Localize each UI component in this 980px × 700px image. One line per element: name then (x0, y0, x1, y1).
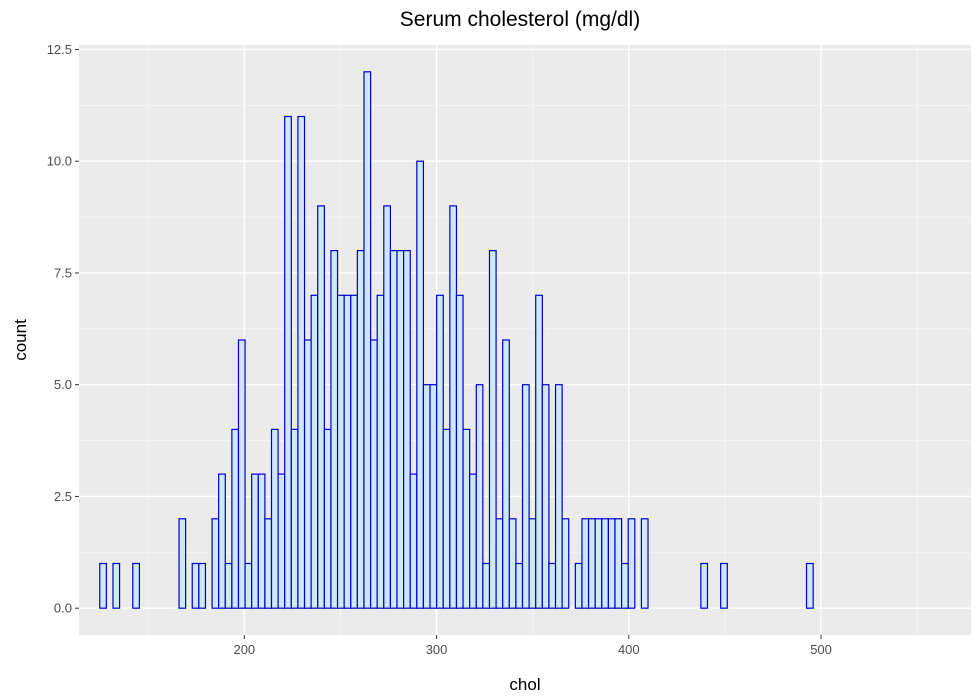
histogram-bar (488, 250, 497, 609)
histogram-bars (99, 71, 814, 609)
histogram-bar (383, 205, 392, 609)
histogram-bar (554, 384, 563, 609)
y-tick-label: 5.0 (54, 377, 72, 392)
chart-title: Serum cholesterol (mg/dl) (399, 8, 641, 31)
histogram-bar (455, 294, 464, 609)
histogram-bar (191, 562, 200, 609)
histogram-bar (528, 518, 537, 609)
histogram-bar (356, 250, 365, 609)
y-axis: 0.0 2.5 5.0 7.5 10.0 12.5 (47, 42, 79, 616)
histogram-bar (475, 384, 484, 609)
histogram-bar (297, 115, 306, 609)
histogram-bar (587, 518, 596, 609)
histogram-bar (363, 71, 372, 609)
histogram-bar (323, 428, 332, 609)
histogram-bar (218, 473, 226, 609)
histogram-bar (442, 428, 451, 609)
histogram-bar (720, 562, 728, 609)
histogram-bar (462, 428, 471, 609)
histogram-bar (581, 518, 590, 609)
histogram-bar (284, 115, 292, 609)
histogram-bar (211, 518, 220, 609)
histogram-bar (237, 339, 246, 609)
histogram-bar (429, 384, 438, 609)
histogram-bar (403, 250, 411, 609)
histogram-bar (251, 473, 259, 609)
histogram-bar (508, 518, 517, 609)
x-axis-title: chol (509, 675, 540, 694)
histogram-bar (640, 518, 649, 609)
histogram-bar (700, 562, 709, 609)
histogram-bar (548, 562, 557, 609)
histogram-bar (449, 205, 458, 609)
x-tick-label: 500 (810, 642, 832, 657)
histogram-bar (350, 294, 358, 609)
histogram-bar (620, 562, 629, 609)
histogram-bar (330, 250, 339, 609)
y-axis-title: count (11, 319, 30, 361)
histogram-bar (178, 518, 187, 609)
histogram-bar (277, 473, 286, 609)
y-tick-label: 10.0 (47, 154, 72, 169)
histogram-bar (369, 339, 378, 609)
histogram-bar (574, 562, 583, 609)
y-tick-label: 7.5 (54, 265, 72, 280)
histogram-bar (376, 294, 385, 609)
histogram-bar (303, 339, 312, 609)
histogram-bar (310, 294, 319, 609)
histogram-bar (132, 562, 140, 609)
histogram-bar (502, 339, 510, 609)
histogram-bar (469, 473, 477, 609)
histogram-bar (416, 160, 425, 609)
histogram-bar (99, 562, 107, 609)
histogram-bar (257, 473, 266, 609)
y-tick-label: 12.5 (47, 42, 72, 57)
histogram-bar (396, 250, 405, 609)
histogram-bar (535, 294, 543, 609)
x-tick-label: 400 (618, 642, 640, 657)
histogram-bar (436, 294, 444, 609)
histogram-bar (561, 518, 570, 609)
histogram-bar (317, 205, 325, 609)
histogram-bar (290, 428, 299, 609)
histogram-bar (422, 384, 431, 609)
histogram-bar (805, 562, 814, 609)
y-tick-label: 2.5 (54, 489, 72, 504)
y-tick-label: 0.0 (54, 601, 72, 616)
x-axis: 200 300 400 500 (233, 635, 832, 657)
histogram-bar (607, 518, 616, 609)
x-tick-label: 300 (426, 642, 448, 657)
histogram-bar (482, 562, 491, 609)
histogram-bar (231, 428, 240, 609)
histogram-bar (594, 518, 603, 609)
histogram-bar (336, 294, 345, 609)
histogram-bar (224, 562, 233, 609)
histogram-bar (270, 428, 279, 609)
histogram-bar (409, 473, 418, 609)
histogram-bar (244, 562, 253, 609)
histogram-bar (264, 518, 273, 609)
x-tick-label: 200 (233, 642, 255, 657)
histogram-bar (541, 384, 550, 609)
histogram-bar (198, 562, 207, 609)
histogram-bar (112, 562, 121, 609)
histogram-bar (343, 294, 352, 609)
histogram-bar (521, 384, 530, 609)
histogram-bar (601, 518, 609, 609)
histogram-bar (515, 562, 524, 609)
histogram-bar (389, 250, 398, 609)
histogram-bar (614, 518, 623, 609)
histogram-bar (627, 518, 636, 609)
histogram-bar (495, 518, 504, 609)
